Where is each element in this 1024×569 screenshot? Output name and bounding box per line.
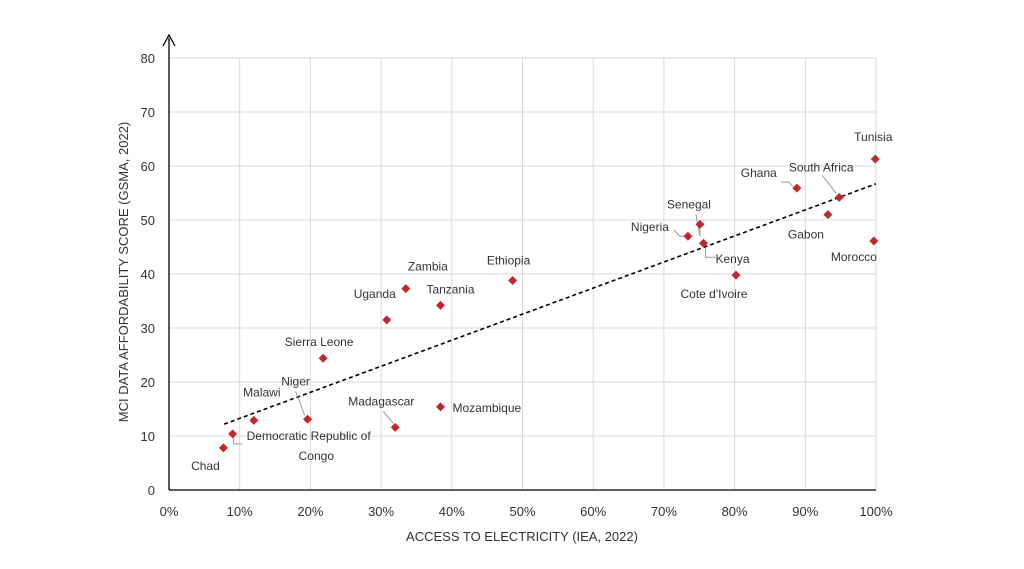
y-axis-arrow-icon bbox=[162, 33, 176, 47]
leader-line bbox=[704, 247, 716, 258]
leader-line bbox=[780, 181, 794, 187]
leader-line bbox=[295, 391, 306, 416]
x-tick-label: 50% bbox=[509, 504, 535, 519]
point-label: Kenya bbox=[715, 252, 749, 266]
x-tick-label: 30% bbox=[368, 504, 394, 519]
tick-labels: 0% 10% 20% 30% 40% 50% 60% 70% 80% 90% 100% 0 10 20 30… bbox=[141, 51, 894, 519]
data-point bbox=[834, 192, 844, 202]
y-axis-title: MCI DATA AFFORDABILITY SCORE (GSMA, 2022… bbox=[116, 122, 131, 423]
point-label: Cote d'Ivoire bbox=[681, 287, 748, 301]
x-tick-label: 10% bbox=[227, 504, 253, 519]
data-point bbox=[695, 219, 705, 229]
y-tick-label: 30 bbox=[141, 321, 155, 336]
data-point bbox=[698, 238, 708, 248]
axes bbox=[162, 33, 876, 491]
data-point bbox=[382, 315, 392, 325]
point-label: Senegal bbox=[667, 197, 711, 211]
leader-line bbox=[233, 436, 243, 445]
point-label: Gabon bbox=[788, 228, 824, 242]
y-tick-label: 80 bbox=[141, 51, 155, 66]
leader-line bbox=[821, 175, 837, 194]
x-tick-label: 0% bbox=[160, 504, 179, 519]
y-tick-label: 40 bbox=[141, 267, 155, 282]
data-point bbox=[792, 183, 802, 193]
x-tick-label: 100% bbox=[859, 504, 893, 519]
data-point bbox=[390, 422, 400, 432]
data-point bbox=[228, 429, 238, 439]
y-tick-label: 10 bbox=[141, 429, 155, 444]
data-point bbox=[508, 275, 518, 285]
point-label: Ghana bbox=[741, 166, 777, 180]
point-label: Chad bbox=[191, 459, 220, 473]
y-tick-label: 50 bbox=[141, 213, 155, 228]
point-label: Morocco bbox=[831, 250, 877, 264]
point-label: Zambia bbox=[408, 260, 448, 274]
point-label: Democratic Republic of bbox=[247, 429, 372, 443]
data-point bbox=[249, 415, 259, 425]
leader-line bbox=[673, 229, 684, 237]
x-tick-label: 40% bbox=[439, 504, 465, 519]
data-point bbox=[303, 414, 313, 424]
data-point bbox=[823, 210, 833, 220]
x-tick-label: 80% bbox=[722, 504, 748, 519]
trendline-layer bbox=[223, 183, 877, 425]
leader-line bbox=[695, 214, 701, 237]
leader-lines bbox=[233, 175, 837, 445]
y-tick-label: 0 bbox=[148, 483, 155, 498]
leader-line bbox=[382, 411, 394, 424]
data-point bbox=[435, 300, 445, 310]
y-tick-label: 60 bbox=[141, 159, 155, 174]
point-label: Nigeria bbox=[631, 220, 669, 234]
point-label: Tanzania bbox=[426, 282, 474, 296]
y-tick-label: 20 bbox=[141, 375, 155, 390]
point-label: Mozambique bbox=[452, 401, 521, 415]
point-label: Niger bbox=[281, 374, 310, 388]
x-tick-label: 20% bbox=[297, 504, 323, 519]
point-label: South Africa bbox=[789, 160, 854, 174]
x-tick-label: 70% bbox=[651, 504, 677, 519]
point-label: Congo bbox=[299, 449, 335, 463]
x-axis-title: ACCESS TO ELECTRICITY (IEA, 2022) bbox=[406, 529, 638, 544]
data-points bbox=[218, 154, 880, 453]
point-label: Tunisia bbox=[854, 130, 893, 144]
point-label: Ethiopia bbox=[487, 253, 531, 267]
trendline bbox=[223, 183, 877, 425]
grid bbox=[169, 57, 877, 490]
data-point bbox=[218, 443, 228, 453]
data-point bbox=[731, 270, 741, 280]
data-point bbox=[318, 353, 328, 363]
data-point bbox=[435, 402, 445, 412]
point-label: Madagascar bbox=[348, 394, 414, 408]
point-label: Uganda bbox=[354, 287, 396, 301]
data-point bbox=[401, 284, 411, 294]
data-point bbox=[870, 154, 880, 164]
x-tick-label: 90% bbox=[792, 504, 818, 519]
data-point bbox=[683, 231, 693, 241]
y-tick-label: 70 bbox=[141, 105, 155, 120]
point-label: Malawi bbox=[243, 385, 280, 399]
point-label: Sierra Leone bbox=[285, 335, 354, 349]
data-point bbox=[869, 236, 879, 246]
x-tick-label: 60% bbox=[580, 504, 606, 519]
